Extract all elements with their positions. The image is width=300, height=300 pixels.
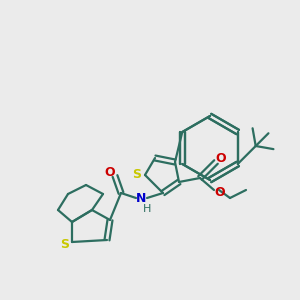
Text: S: S	[61, 238, 70, 251]
Text: O: O	[216, 152, 226, 164]
Text: O: O	[105, 167, 115, 179]
Text: O: O	[215, 185, 225, 199]
Text: N: N	[136, 191, 146, 205]
Text: S: S	[133, 169, 142, 182]
Text: H: H	[143, 204, 151, 214]
